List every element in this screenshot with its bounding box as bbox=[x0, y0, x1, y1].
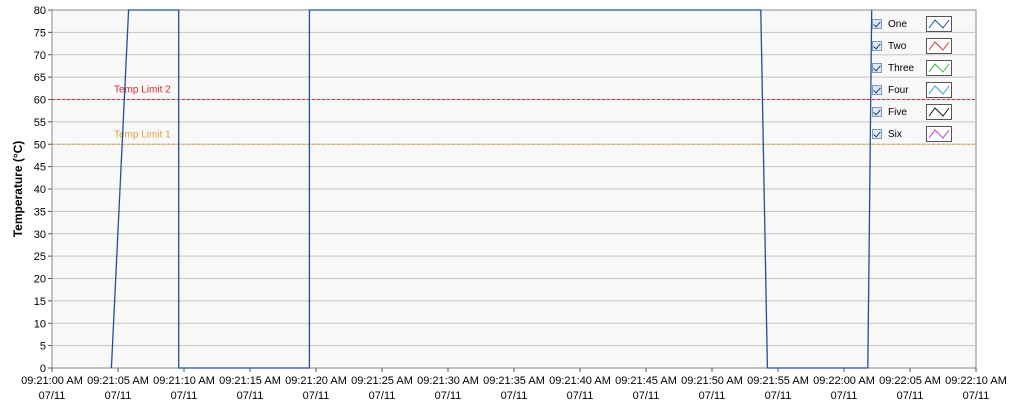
x-tick-label-time: 09:21:55 AM bbox=[747, 375, 809, 387]
x-tick-label-date: 07/11 bbox=[369, 390, 396, 402]
x-tick-label-time: 09:21:25 AM bbox=[351, 375, 413, 387]
series-checkbox[interactable] bbox=[872, 41, 882, 51]
y-tick-label: 20 bbox=[34, 274, 46, 286]
x-tick-label-time: 09:22:10 AM bbox=[945, 375, 1007, 387]
x-tick-label-time: 09:21:10 AM bbox=[153, 375, 215, 387]
legend-swatch bbox=[926, 16, 952, 32]
legend-label: Five bbox=[888, 106, 907, 118]
legend: One Two Three Four Five Six bbox=[872, 13, 964, 145]
legend-item[interactable]: One bbox=[872, 13, 964, 35]
legend-swatch bbox=[926, 60, 952, 76]
legend-label: Two bbox=[888, 40, 907, 52]
y-tick-label: 35 bbox=[34, 206, 46, 218]
legend-swatch bbox=[926, 82, 952, 98]
y-tick-label: 25 bbox=[34, 251, 46, 263]
x-tick-label-time: 09:21:05 AM bbox=[87, 375, 149, 387]
y-tick-label: 40 bbox=[34, 184, 46, 196]
limit-label: Temp Limit 1 bbox=[114, 129, 171, 140]
x-tick-label-date: 07/11 bbox=[435, 390, 462, 402]
x-tick-label-date: 07/11 bbox=[699, 390, 726, 402]
legend-swatch bbox=[926, 104, 952, 120]
series-checkbox[interactable] bbox=[872, 129, 882, 139]
x-tick-label-date: 07/11 bbox=[897, 390, 924, 402]
x-tick-label-time: 09:21:40 AM bbox=[549, 375, 611, 387]
x-tick-label-date: 07/11 bbox=[765, 390, 792, 402]
y-tick-label: 80 bbox=[34, 5, 46, 17]
x-tick-label-time: 09:21:15 AM bbox=[219, 375, 281, 387]
y-tick-label: 60 bbox=[34, 95, 46, 107]
y-tick-label: 10 bbox=[34, 318, 46, 330]
x-tick-label-date: 07/11 bbox=[237, 390, 264, 402]
series-checkbox[interactable] bbox=[872, 85, 882, 95]
legend-label: Four bbox=[888, 84, 909, 96]
y-tick-label: 45 bbox=[34, 162, 46, 174]
x-tick-label-date: 07/11 bbox=[501, 390, 528, 402]
legend-item[interactable]: Four bbox=[872, 79, 964, 101]
legend-item[interactable]: Two bbox=[872, 35, 964, 57]
series-checkbox[interactable] bbox=[872, 19, 882, 29]
legend-item[interactable]: Six bbox=[872, 123, 964, 145]
x-tick-label-date: 07/11 bbox=[633, 390, 660, 402]
legend-item[interactable]: Five bbox=[872, 101, 964, 123]
y-tick-label: 50 bbox=[34, 139, 46, 151]
x-tick-label-date: 07/11 bbox=[105, 390, 132, 402]
x-tick-label-date: 07/11 bbox=[39, 390, 66, 402]
series-line bbox=[110, 9, 873, 369]
x-tick-label-date: 07/11 bbox=[303, 390, 330, 402]
legend-swatch bbox=[926, 38, 952, 54]
series-checkbox[interactable] bbox=[872, 63, 882, 73]
x-tick-label-time: 09:21:45 AM bbox=[615, 375, 677, 387]
y-tick-label: 0 bbox=[40, 363, 46, 375]
x-tick-label-time: 09:21:20 AM bbox=[285, 375, 347, 387]
limit-label: Temp Limit 2 bbox=[114, 85, 171, 96]
x-tick-label-time: 09:21:00 AM bbox=[21, 375, 83, 387]
y-axis-label: Temperature (°C) bbox=[11, 141, 25, 238]
legend-swatch bbox=[926, 126, 952, 142]
x-tick-label-time: 09:22:05 AM bbox=[879, 375, 941, 387]
legend-label: Six bbox=[888, 128, 902, 140]
x-tick-label-date: 07/11 bbox=[171, 390, 198, 402]
y-tick-label: 5 bbox=[40, 341, 46, 353]
x-tick-label-date: 07/11 bbox=[831, 390, 858, 402]
legend-label: One bbox=[888, 18, 907, 30]
y-tick-label: 75 bbox=[34, 27, 46, 39]
x-tick-label-date: 07/11 bbox=[963, 390, 990, 402]
y-tick-label: 55 bbox=[34, 117, 46, 129]
x-tick-label-time: 09:21:50 AM bbox=[681, 375, 743, 387]
series-checkbox[interactable] bbox=[872, 107, 882, 117]
legend-item[interactable]: Three bbox=[872, 57, 964, 79]
x-tick-label-date: 07/11 bbox=[567, 390, 594, 402]
x-tick-label-time: 09:22:00 AM bbox=[813, 375, 875, 387]
y-tick-label: 70 bbox=[34, 50, 46, 62]
x-tick-label-time: 09:21:30 AM bbox=[417, 375, 479, 387]
y-tick-label: 15 bbox=[34, 296, 46, 308]
legend-label: Three bbox=[888, 62, 915, 74]
y-tick-label: 30 bbox=[34, 229, 46, 241]
y-tick-label: 65 bbox=[34, 72, 46, 84]
x-tick-label-time: 09:21:35 AM bbox=[483, 375, 545, 387]
